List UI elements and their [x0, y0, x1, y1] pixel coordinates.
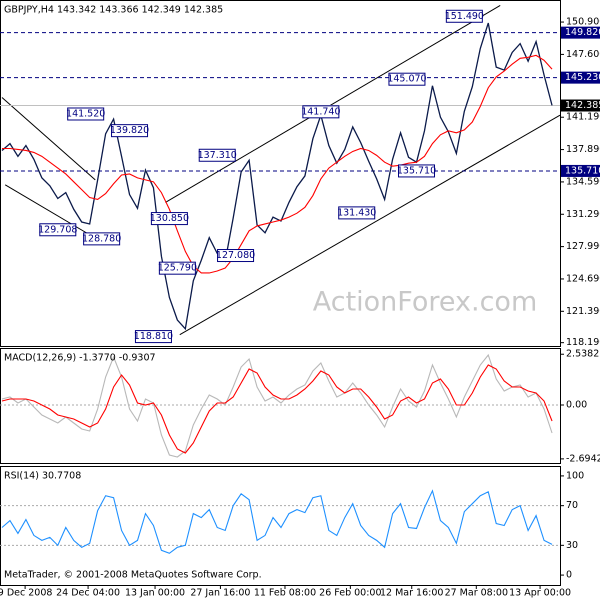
x-tick-label: 13 Jan 00:00: [125, 588, 185, 599]
y-tick-label: 70: [566, 500, 578, 511]
y-tick-label: 137.890: [566, 144, 600, 155]
level-label: 145.230: [565, 72, 600, 83]
y-tick-label: 100: [566, 470, 584, 481]
annotation-box: [67, 107, 105, 121]
annotation-box: [198, 148, 236, 162]
annotation-box: [338, 206, 376, 220]
current-label: 142.385: [565, 100, 600, 111]
x-tick-label: 24 Dec 04:00: [56, 588, 120, 599]
series-line: [1, 489, 553, 554]
annotation-label: 125.790: [158, 263, 197, 274]
level-box: [561, 26, 600, 39]
x-tick-label: 12 Mar 16:00: [380, 588, 443, 599]
annotation-box: [445, 9, 483, 23]
pane-title: GBPJPY,H4 143.342 143.366 142.349 142.38…: [4, 5, 223, 16]
x-tick-label: 13 Apr 00:00: [509, 588, 571, 599]
annotation-box: [302, 105, 340, 119]
y-tick-label: 30: [566, 540, 578, 551]
annotation-label: 128.780: [82, 233, 121, 244]
annotation-label: 151.490: [445, 11, 484, 22]
y-tick-label: 150.900: [566, 17, 600, 28]
y-tick-label: 141.190: [566, 112, 600, 123]
level-label: 149.820: [565, 27, 600, 38]
annotation-box: [217, 249, 255, 263]
trendline: [165, 4, 501, 203]
y-tick-label: 0.00: [566, 400, 587, 411]
pane-frame: [0, 466, 561, 586]
trendline: [1, 97, 96, 181]
trendline: [179, 114, 561, 336]
y-tick-label: 2.5382: [566, 349, 599, 360]
x-tick-label: 26 Feb 00:00: [319, 588, 381, 599]
annotation-label: 141.520: [66, 108, 105, 119]
annotation-label: 130.850: [150, 213, 189, 224]
y-tick-label: 131.290: [566, 209, 600, 220]
annotation-label: 141.740: [301, 106, 340, 117]
annotation-box: [39, 223, 77, 237]
y-tick-label: 124.690: [566, 273, 600, 284]
annotation-label: 139.820: [110, 125, 149, 136]
annotation-box: [398, 164, 436, 178]
pane-title: RSI(14) 30.7708: [4, 471, 81, 482]
y-tick-label: -2.6942: [566, 453, 600, 464]
y-tick-label: 0: [566, 570, 572, 581]
annotation-box: [388, 72, 426, 86]
annotation-box: [111, 124, 149, 138]
footer: MetaTrader, © 2001-2008 MetaQuotes Softw…: [4, 570, 262, 581]
pane-frame: [0, 348, 561, 464]
annotation-box: [83, 232, 121, 246]
annotation-label: 127.080: [216, 250, 255, 261]
annotation-box: [158, 261, 196, 275]
annotation-box: [150, 212, 188, 226]
annotation-label: 118.810: [134, 331, 173, 342]
annotation-label: 145.070: [387, 74, 426, 85]
y-tick-label: 134.590: [566, 176, 600, 187]
y-tick-label: 147.600: [566, 49, 600, 60]
annotation-label: 129.708: [38, 224, 77, 235]
watermark: ActionForex.com: [313, 287, 538, 318]
pane-title: MACD(12,26,9) -1.3770 -0.9307: [4, 353, 156, 364]
y-tick-label: 127.990: [566, 241, 600, 252]
level-label: 135.710: [565, 165, 600, 176]
x-tick-label: 27 Mar 08:00: [445, 588, 508, 599]
annotation-label: 137.310: [198, 150, 237, 161]
y-tick-label: 118.190: [566, 337, 600, 348]
level-box: [561, 71, 600, 84]
series-line: [1, 353, 553, 458]
x-tick-label: 11 Feb 08:00: [254, 588, 316, 599]
annotation-label: 135.710: [397, 165, 436, 176]
series-line: [1, 364, 553, 454]
y-tick-label: 121.390: [566, 306, 600, 317]
series-line: [1, 22, 553, 331]
current-box: [561, 99, 600, 112]
pane-frame: [0, 0, 561, 347]
annotation-label: 131.430: [337, 207, 376, 218]
annotation-box: [134, 330, 172, 344]
level-box: [561, 164, 600, 177]
series-line: [1, 54, 553, 274]
x-tick-label: 27 Jan 16:00: [190, 588, 250, 599]
x-tick-label: 9 Dec 2008: [0, 588, 52, 599]
